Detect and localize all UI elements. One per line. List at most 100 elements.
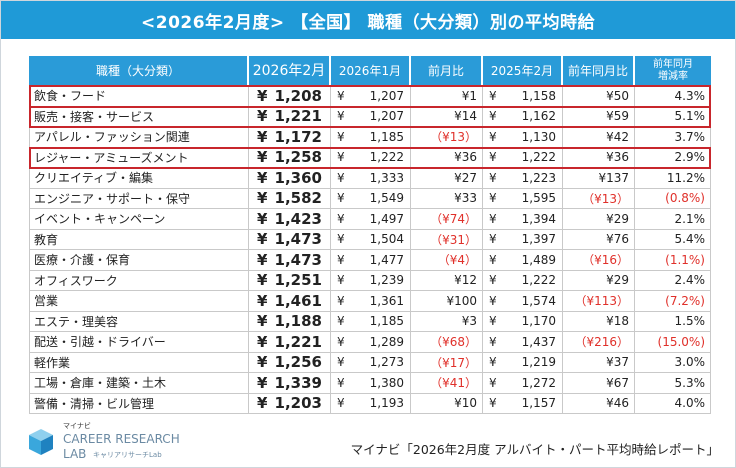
wage-value: 1,222 xyxy=(521,273,556,288)
change-value: ¥10 xyxy=(411,393,483,414)
wage-cell: ¥1,477 xyxy=(331,250,411,271)
change-value: ¥37 xyxy=(563,352,635,373)
wage-value: 1,489 xyxy=(521,252,556,267)
change-value: ¥29 xyxy=(563,270,635,291)
title-banner: <2026年2月度> 【全国】 職種（大分類）別の平均時給 xyxy=(1,1,735,39)
wage-value: 1,289 xyxy=(369,334,404,349)
wage-value: 1,170 xyxy=(521,314,556,329)
wage-cell: ¥1,595 xyxy=(483,188,563,209)
source-note: マイナビ「2026年2月度 アルバイト・パート平均時給レポート」 xyxy=(350,442,719,457)
change-value: ¥76 xyxy=(563,229,635,250)
wage-cell: ¥1,203 xyxy=(249,393,331,414)
change-value: （¥13） xyxy=(411,127,483,148)
wage-cell: ¥1,273 xyxy=(331,352,411,373)
wage-cell: ¥1,574 xyxy=(483,291,563,312)
wage-cell: ¥1,185 xyxy=(331,311,411,332)
column-header: 前月比 xyxy=(411,56,483,86)
wage-value: 1,272 xyxy=(521,375,556,390)
wage-cell: ¥1,504 xyxy=(331,229,411,250)
wage-value: 1,473 xyxy=(274,250,322,269)
wage-value: 1,158 xyxy=(521,88,556,103)
currency-sign: ¥ xyxy=(257,373,268,392)
wage-value: 1,574 xyxy=(521,293,556,308)
currency-sign: ¥ xyxy=(489,252,497,267)
currency-sign: ¥ xyxy=(257,312,268,331)
job-category: 警備・清掃・ビル管理 xyxy=(29,393,249,414)
wage-cell: ¥1,361 xyxy=(331,291,411,312)
currency-sign: ¥ xyxy=(257,148,268,167)
wage-value: 1,239 xyxy=(369,273,404,288)
wage-cell: ¥1,397 xyxy=(483,229,563,250)
currency-sign: ¥ xyxy=(257,271,268,290)
currency-sign: ¥ xyxy=(489,150,497,165)
wage-cell: ¥1,172 xyxy=(249,127,331,148)
wage-value: 1,130 xyxy=(521,129,556,144)
wage-value: 1,473 xyxy=(274,230,322,249)
wage-table: 職種（大分類） 2026年2月 2026年1月 前月比 2025年2月 前年同月比 前年同月… xyxy=(29,56,711,414)
wage-cell: ¥1,130 xyxy=(483,127,563,148)
wage-value: 1,207 xyxy=(369,88,404,103)
change-value: ¥3 xyxy=(411,311,483,332)
column-header: 2026年1月 xyxy=(331,56,411,86)
currency-sign: ¥ xyxy=(337,273,345,288)
wage-cell: ¥1,497 xyxy=(331,209,411,230)
currency-sign: ¥ xyxy=(489,293,497,308)
change-rate: 3.7% xyxy=(635,127,711,148)
currency-sign: ¥ xyxy=(257,86,268,105)
currency-sign: ¥ xyxy=(489,273,497,288)
wage-cell: ¥1,222 xyxy=(483,270,563,291)
change-rate: 5.4% xyxy=(635,229,711,250)
job-category: 教育 xyxy=(29,229,249,250)
wage-cell: ¥1,582 xyxy=(249,188,331,209)
currency-sign: ¥ xyxy=(489,211,497,226)
change-rate: 11.2% xyxy=(635,168,711,189)
currency-sign: ¥ xyxy=(489,129,497,144)
wage-cell: ¥1,380 xyxy=(331,373,411,394)
wage-value: 1,223 xyxy=(521,170,556,185)
job-category: クリエイティブ・編集 xyxy=(29,168,249,189)
wage-value: 1,339 xyxy=(274,373,322,392)
currency-sign: ¥ xyxy=(489,170,497,185)
column-header: 前年同月増減率 xyxy=(635,56,711,86)
change-value: （¥74） xyxy=(411,209,483,230)
currency-sign: ¥ xyxy=(337,129,345,144)
logo-sub: キャリアリサーチLab xyxy=(93,451,162,459)
currency-sign: ¥ xyxy=(337,211,345,226)
wage-cell: ¥1,461 xyxy=(249,291,331,312)
wage-cell: ¥1,170 xyxy=(483,311,563,332)
job-category: エステ・理美容 xyxy=(29,311,249,332)
currency-sign: ¥ xyxy=(337,191,345,206)
currency-sign: ¥ xyxy=(257,127,268,146)
wage-cell: ¥1,423 xyxy=(249,209,331,230)
wage-cell: ¥1,251 xyxy=(249,270,331,291)
currency-sign: ¥ xyxy=(337,293,345,308)
wage-value: 1,185 xyxy=(369,314,404,329)
change-value: ¥29 xyxy=(563,209,635,230)
change-value: ¥46 xyxy=(563,393,635,414)
wage-cell: ¥1,333 xyxy=(331,168,411,189)
wage-value: 1,461 xyxy=(274,291,322,310)
wage-value: 1,397 xyxy=(521,232,556,247)
currency-sign: ¥ xyxy=(257,250,268,269)
currency-sign: ¥ xyxy=(337,88,345,103)
wage-value: 1,380 xyxy=(369,375,404,390)
currency-sign: ¥ xyxy=(489,375,497,390)
currency-sign: ¥ xyxy=(337,252,345,267)
currency-sign: ¥ xyxy=(337,232,345,247)
wage-value: 1,549 xyxy=(369,191,404,206)
column-header: 2025年2月 xyxy=(483,56,563,86)
currency-sign: ¥ xyxy=(337,170,345,185)
currency-sign: ¥ xyxy=(257,394,268,413)
wage-value: 1,504 xyxy=(369,232,404,247)
change-value: （¥16） xyxy=(563,250,635,271)
change-value: （¥41） xyxy=(411,373,483,394)
wage-value: 1,193 xyxy=(369,396,404,411)
currency-sign: ¥ xyxy=(337,150,345,165)
job-category: イベント・キャンペーン xyxy=(29,209,249,230)
wage-value: 1,333 xyxy=(369,170,404,185)
wage-cell: ¥1,193 xyxy=(331,393,411,414)
currency-sign: ¥ xyxy=(489,232,497,247)
change-value: （¥13） xyxy=(563,188,635,209)
wage-value: 1,207 xyxy=(369,109,404,124)
currency-sign: ¥ xyxy=(257,332,268,351)
